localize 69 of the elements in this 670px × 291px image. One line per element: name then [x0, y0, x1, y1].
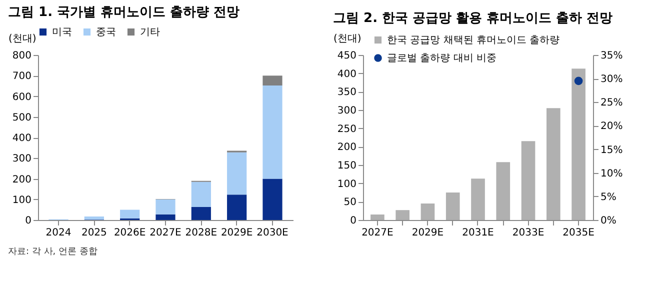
bar: [262, 178, 282, 220]
bar: [84, 216, 104, 220]
bar: [227, 152, 247, 195]
y-tick-label: 250: [337, 124, 356, 135]
y-tick-label: 400: [337, 68, 356, 80]
x-tick-label: 2035E: [562, 228, 594, 238]
y-tick-label: 300: [337, 106, 356, 116]
y-tick-label: 800: [12, 50, 32, 62]
y-tick-label: 100: [12, 194, 32, 206]
y-tick-label: 500: [12, 112, 32, 124]
y2-tick-label: 25%: [600, 98, 623, 109]
y-axis-title: (천대): [334, 34, 362, 44]
y-tick-label: 600: [12, 92, 32, 103]
y2-tick-label: 30%: [600, 74, 623, 86]
bar: [572, 68, 586, 220]
bar: [262, 86, 282, 179]
bar: [156, 199, 176, 214]
x-tick-label: 2024: [46, 228, 72, 238]
bar: [471, 178, 485, 220]
bar: [370, 214, 384, 220]
y-tick-label: 0: [350, 216, 356, 226]
bar: [521, 141, 536, 220]
chart-title: 그림 1. 국가별 휴머노이드 출하량 전망: [8, 5, 240, 20]
bar: [496, 162, 510, 220]
x-tick-label: 2029E: [412, 228, 444, 238]
bar: [191, 207, 211, 220]
y-tick-label: 400: [12, 133, 32, 144]
x-tick-label: 2027E: [362, 228, 394, 238]
y-tick-label: 350: [337, 87, 356, 98]
y2-tick-label: 35%: [600, 50, 623, 62]
bar: [396, 210, 410, 220]
bar: [446, 192, 460, 220]
x-tick-label: 2031E: [462, 228, 494, 238]
y-tick-label: 100: [337, 178, 356, 190]
x-tick-label: 2025: [81, 228, 107, 238]
y-tick-label: 200: [12, 174, 32, 186]
y-tick-label: 50: [344, 197, 356, 208]
y2-tick-label: 10%: [600, 168, 623, 180]
x-tick-label: 2028E: [185, 228, 218, 238]
bar: [420, 204, 435, 220]
y-axis-title: (천대): [8, 34, 36, 44]
y-tick-label: 0: [25, 216, 32, 226]
legend-label: 글로벌 출하량 대비 비중: [387, 53, 497, 64]
legend-label: 미국: [52, 27, 72, 38]
bar: [546, 108, 560, 220]
x-tick-label: 2026E: [114, 228, 146, 238]
text: 자료: 각 사, 언론 종합: [8, 247, 98, 257]
x-tick-label: 2029E: [220, 228, 253, 238]
x-tick-label: 2030E: [256, 228, 288, 238]
bar: [262, 76, 282, 86]
y-tick-label: 450: [337, 50, 356, 62]
legend-label: 한국 공급망 채택된 휴머노이드 출하량: [387, 35, 560, 46]
x-tick-label: 2033E: [512, 228, 544, 238]
y-tick-label: 150: [337, 160, 356, 172]
y-tick-label: 200: [337, 142, 356, 154]
y2-tick-label: 5%: [600, 192, 616, 203]
bar: [156, 214, 176, 220]
y2-tick-label: 0%: [600, 216, 616, 226]
x-tick-label: 2027E: [150, 228, 182, 238]
y2-tick-label: 20%: [600, 121, 623, 132]
bar: [227, 194, 247, 220]
chart-title: 그림 2. 한국 공급망 활용 휴머노이드 출하 전망: [333, 11, 613, 26]
y2-tick-label: 15%: [600, 144, 623, 156]
legend-label: 중국: [96, 27, 116, 38]
bar: [191, 182, 211, 208]
y-tick-label: 700: [12, 71, 32, 82]
bar: [120, 210, 140, 218]
legend-label: 기타: [140, 27, 160, 38]
y-tick-label: 300: [12, 154, 32, 165]
